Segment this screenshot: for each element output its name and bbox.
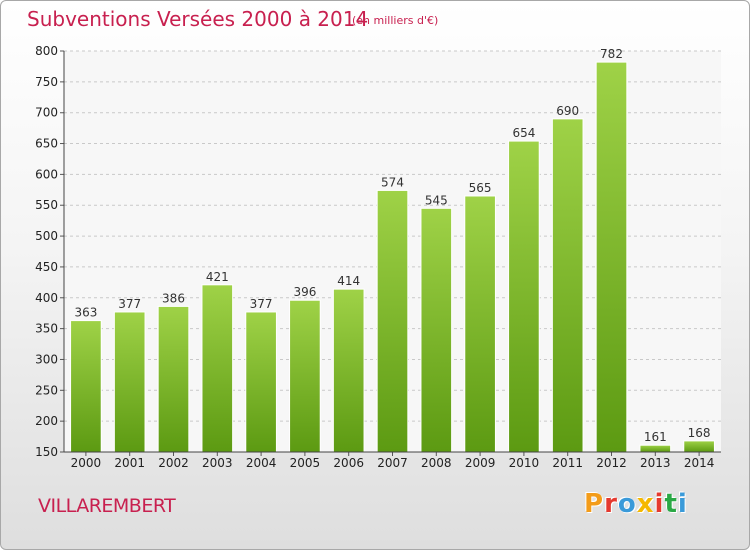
x-tick-label-2002: 2002 bbox=[158, 456, 189, 470]
logo-letter: t bbox=[664, 489, 678, 519]
bars: 363 377 386 421 377 396 414 574 545 565 654 690 782 1… bbox=[70, 47, 715, 453]
y-tick-label: 750 bbox=[35, 75, 58, 89]
logo-letter: o bbox=[617, 489, 637, 519]
logo-letter: i bbox=[677, 489, 688, 519]
logo-letter: r bbox=[604, 489, 618, 519]
bar-2010 bbox=[508, 140, 540, 453]
x-tick-label-2013: 2013 bbox=[640, 456, 671, 470]
x-tick-label-2008: 2008 bbox=[421, 456, 452, 470]
value-label-2004: 377 bbox=[250, 297, 273, 311]
value-label-2002: 386 bbox=[162, 291, 185, 305]
value-label-2008: 545 bbox=[425, 193, 448, 207]
bar-2002 bbox=[157, 305, 190, 453]
commune-name: VILLAREMBERT bbox=[38, 495, 176, 517]
value-label-2010: 654 bbox=[512, 126, 535, 140]
x-tick-label-2003: 2003 bbox=[202, 456, 233, 470]
chart-subtitle: (en milliers d'€) bbox=[352, 14, 439, 27]
value-label-2009: 565 bbox=[469, 181, 492, 195]
x-tick-label-2009: 2009 bbox=[465, 456, 496, 470]
value-label-2013: 161 bbox=[644, 430, 667, 444]
y-tick-label: 700 bbox=[35, 106, 58, 120]
y-tick-label: 300 bbox=[35, 352, 58, 366]
y-tick-label: 650 bbox=[35, 137, 58, 151]
y-tick-label: 350 bbox=[35, 322, 58, 336]
x-tick-label-2005: 2005 bbox=[290, 456, 321, 470]
bar-2013 bbox=[639, 444, 672, 453]
bar-2014 bbox=[683, 440, 715, 453]
x-tick-label-2000: 2000 bbox=[71, 456, 102, 470]
proxiti-logo: Proxiti bbox=[584, 489, 688, 519]
bar-2006 bbox=[332, 288, 365, 453]
x-tick-label-2001: 2001 bbox=[114, 456, 145, 470]
x-tick-label-2010: 2010 bbox=[509, 456, 540, 470]
value-label-2005: 396 bbox=[293, 285, 316, 299]
value-label-2006: 414 bbox=[337, 274, 360, 288]
bar-2012 bbox=[595, 61, 628, 453]
bar-2011 bbox=[551, 118, 584, 453]
x-tick-label-2007: 2007 bbox=[377, 456, 408, 470]
x-tick-label-2012: 2012 bbox=[596, 456, 627, 470]
bar-2003 bbox=[201, 284, 234, 453]
x-tick-label-2011: 2011 bbox=[552, 456, 583, 470]
value-label-2001: 377 bbox=[118, 297, 141, 311]
y-tick-label: 800 bbox=[35, 44, 58, 58]
bar-2007 bbox=[376, 189, 409, 453]
y-tick-label: 600 bbox=[35, 167, 58, 181]
y-tick-label: 150 bbox=[35, 445, 58, 459]
x-tick-label-2004: 2004 bbox=[246, 456, 277, 470]
value-label-2011: 690 bbox=[556, 104, 579, 118]
bar-2008 bbox=[420, 207, 453, 453]
bar-2001 bbox=[113, 311, 146, 453]
y-tick-label: 500 bbox=[35, 229, 58, 243]
value-label-2014: 168 bbox=[688, 426, 711, 440]
y-tick-label: 450 bbox=[35, 260, 58, 274]
logo-letter: i bbox=[654, 489, 665, 519]
value-label-2000: 363 bbox=[74, 306, 97, 320]
axes: 150 200 250 300 350 400 450 500 550 600 650 700 750 8… bbox=[35, 44, 721, 470]
logo-letter: P bbox=[584, 489, 605, 519]
chart-title: Subventions Versées 2000 à 2014 bbox=[27, 7, 369, 31]
value-label-2012: 782 bbox=[600, 47, 623, 61]
x-tick-label-2006: 2006 bbox=[333, 456, 364, 470]
y-tick-label: 200 bbox=[35, 414, 58, 428]
value-label-2003: 421 bbox=[206, 270, 229, 284]
bar-2004 bbox=[245, 311, 277, 453]
x-tick-label-2014: 2014 bbox=[684, 456, 715, 470]
y-tick-label: 550 bbox=[35, 198, 58, 212]
bar-2009 bbox=[464, 195, 496, 453]
y-tick-label: 250 bbox=[35, 383, 58, 397]
y-tick-label: 400 bbox=[35, 291, 58, 305]
value-label-2007: 574 bbox=[381, 175, 404, 189]
logo-letter: x bbox=[636, 489, 655, 519]
bar-2005 bbox=[289, 299, 321, 453]
bar-2000 bbox=[70, 320, 102, 453]
